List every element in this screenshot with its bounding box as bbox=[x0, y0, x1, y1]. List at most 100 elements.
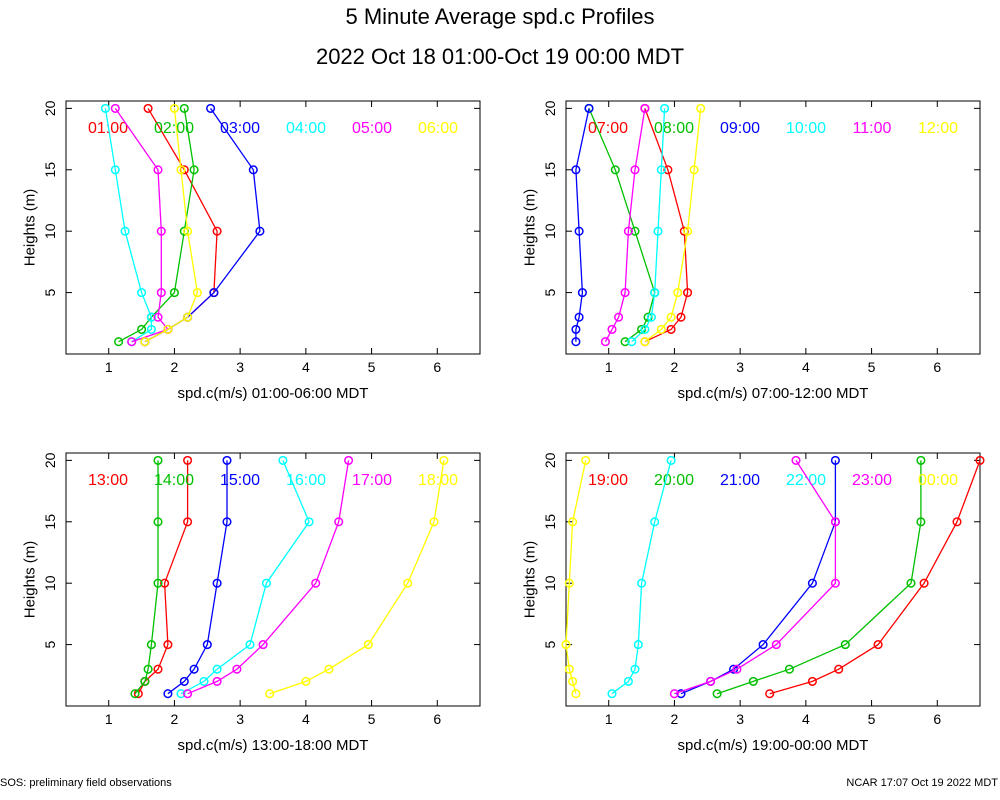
data-point bbox=[669, 689, 679, 699]
data-point bbox=[666, 312, 676, 322]
data-point bbox=[620, 337, 630, 347]
series-line-10:00 bbox=[631, 108, 666, 343]
data-point bbox=[623, 226, 633, 236]
series-line-14:00 bbox=[134, 460, 159, 695]
series-line-04:00 bbox=[104, 108, 153, 343]
series-line-00:00 bbox=[565, 460, 587, 694]
data-point bbox=[640, 324, 650, 334]
data-point bbox=[146, 324, 156, 334]
data-point bbox=[640, 337, 650, 347]
data-point bbox=[222, 517, 232, 527]
data-point bbox=[830, 455, 840, 465]
chart-subtitle: 2022 Oct 18 01:00-Oct 19 00:00 MDT bbox=[315, 44, 685, 69]
data-point bbox=[574, 226, 584, 236]
data-point bbox=[261, 578, 271, 588]
panel-3: 1 2 3 4 5 6 5 10 15 20 spd.c(m/s) 13:00-18:00 MDT H… bbox=[22, 452, 481, 754]
data-point bbox=[666, 324, 676, 334]
series-line-07:00 bbox=[644, 108, 689, 343]
data-point bbox=[633, 640, 643, 650]
data-point bbox=[683, 226, 693, 236]
plot-frame bbox=[565, 100, 981, 355]
data-point bbox=[163, 324, 173, 334]
data-point bbox=[179, 676, 189, 686]
data-point bbox=[630, 226, 640, 236]
series-line-09:00 bbox=[575, 108, 590, 342]
data-point bbox=[153, 664, 163, 674]
data-point bbox=[830, 517, 840, 527]
data-point bbox=[620, 288, 630, 298]
data-point bbox=[581, 455, 591, 465]
data-point bbox=[607, 324, 617, 334]
series-line-16:00 bbox=[180, 460, 310, 695]
data-point bbox=[183, 455, 193, 465]
data-point bbox=[584, 103, 594, 113]
data-point bbox=[568, 517, 578, 527]
y-tick-label: 20 bbox=[42, 100, 58, 116]
data-point bbox=[202, 640, 212, 650]
data-point bbox=[571, 324, 581, 334]
data-point bbox=[975, 455, 985, 465]
series-line-12:00 bbox=[644, 108, 702, 343]
plot-frame bbox=[65, 100, 481, 355]
data-point bbox=[255, 226, 265, 236]
footer-note: SOS: preliminary field observations bbox=[0, 777, 172, 789]
data-point bbox=[571, 165, 581, 175]
legend-entry: 13:00 bbox=[88, 472, 128, 489]
data-point bbox=[114, 337, 124, 347]
y-tick-label: 15 bbox=[542, 514, 558, 530]
x-axis-label: spd.c(m/s) 01:00-06:00 MDT bbox=[178, 385, 369, 402]
y-axis-label: Heights (m) bbox=[522, 541, 539, 619]
legend-entry: 19:00 bbox=[588, 472, 628, 489]
series-line-06:00 bbox=[144, 108, 199, 343]
data-point bbox=[706, 676, 716, 686]
data-point bbox=[146, 640, 156, 650]
y-tick-label: 5 bbox=[42, 288, 58, 296]
legend-entry: 05:00 bbox=[352, 120, 392, 137]
data-point bbox=[653, 226, 663, 236]
data-point bbox=[732, 664, 742, 674]
y-tick-label: 15 bbox=[42, 162, 58, 178]
x-tick-label: 3 bbox=[736, 711, 744, 727]
x-tick-label: 2 bbox=[671, 711, 679, 727]
data-point bbox=[623, 676, 633, 686]
data-point bbox=[574, 312, 584, 322]
data-point bbox=[176, 689, 186, 699]
data-point bbox=[758, 640, 768, 650]
data-point bbox=[179, 103, 189, 113]
y-tick-label: 10 bbox=[542, 223, 558, 239]
x-tick-label: 4 bbox=[302, 359, 310, 375]
series-line-19:00 bbox=[769, 460, 981, 695]
data-point bbox=[676, 312, 686, 322]
data-point bbox=[156, 226, 166, 236]
y-axis-label: Heights (m) bbox=[22, 189, 39, 267]
data-point bbox=[265, 689, 275, 699]
data-point bbox=[153, 312, 163, 322]
data-point bbox=[127, 337, 137, 347]
data-point bbox=[137, 324, 147, 334]
data-point bbox=[169, 103, 179, 113]
data-point bbox=[232, 664, 242, 674]
data-point bbox=[222, 455, 232, 465]
data-point bbox=[209, 288, 219, 298]
data-point bbox=[650, 288, 660, 298]
data-point bbox=[278, 455, 288, 465]
data-point bbox=[146, 312, 156, 322]
data-point bbox=[334, 517, 344, 527]
data-point bbox=[183, 517, 193, 527]
data-point bbox=[834, 664, 844, 674]
legend-entry: 10:00 bbox=[786, 120, 826, 137]
data-point bbox=[637, 578, 647, 588]
data-point bbox=[324, 664, 334, 674]
data-point bbox=[248, 165, 258, 175]
data-point bbox=[100, 103, 110, 113]
data-point bbox=[952, 517, 962, 527]
data-point bbox=[153, 455, 163, 465]
panel-1: 1 2 3 4 5 6 5 10 15 20 spd.c(m/s) 01:00-06:00 MDT H… bbox=[22, 100, 481, 402]
x-tick-label: 3 bbox=[736, 359, 744, 375]
x-tick-label: 6 bbox=[433, 359, 441, 375]
legend-entry: 21:00 bbox=[720, 472, 760, 489]
data-point bbox=[561, 640, 571, 650]
y-tick-label: 5 bbox=[42, 640, 58, 648]
data-point bbox=[771, 640, 781, 650]
data-point bbox=[212, 578, 222, 588]
